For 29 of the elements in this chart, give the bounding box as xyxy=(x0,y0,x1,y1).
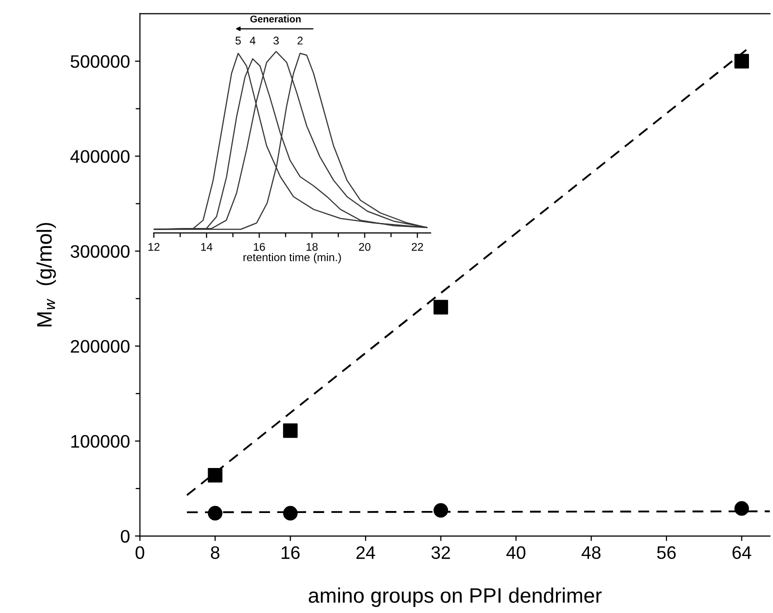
series-label: 3 xyxy=(273,36,279,45)
series-label: 5 xyxy=(236,36,241,45)
y-axis-title: M$_{w}$ (g/mol) xyxy=(36,222,56,326)
x-tick-label: 48 xyxy=(582,546,601,559)
x-tick-label: 32 xyxy=(431,546,450,559)
x-tick-label: 18 xyxy=(306,242,318,251)
x-tick-label: 14 xyxy=(201,243,212,251)
x-tick-label: 56 xyxy=(657,546,676,559)
x-tick-label: 40 xyxy=(506,546,526,559)
y-tick-label: 400000 xyxy=(70,150,130,163)
x-tick-label: 12 xyxy=(148,242,160,251)
y-tick-label: 300000 xyxy=(70,245,130,258)
y-tick-label: 0 xyxy=(120,530,130,543)
x-tick-label: 24 xyxy=(356,546,376,559)
x-tick-label: 16 xyxy=(282,546,300,559)
x-tick-label: 8 xyxy=(210,546,220,559)
x-tick-label: 0 xyxy=(136,546,144,559)
series-label: 2 xyxy=(298,36,303,44)
x-tick-label: 22 xyxy=(412,242,424,251)
x-tick-label: 20 xyxy=(359,242,370,251)
y-tick-label: 200000 xyxy=(70,340,130,353)
y-tick-label: 500000 xyxy=(70,55,130,68)
y-tick-label: 100000 xyxy=(71,434,130,448)
x-tick-label: 16 xyxy=(254,242,265,251)
x-tick-label: 64 xyxy=(732,546,752,559)
x-axis-title: amino groups on PPI dendrimer xyxy=(308,588,602,607)
series-label: 4 xyxy=(250,36,256,44)
annotation: Generation xyxy=(250,15,301,22)
x-axis-title: retention time (min.) xyxy=(244,253,341,264)
